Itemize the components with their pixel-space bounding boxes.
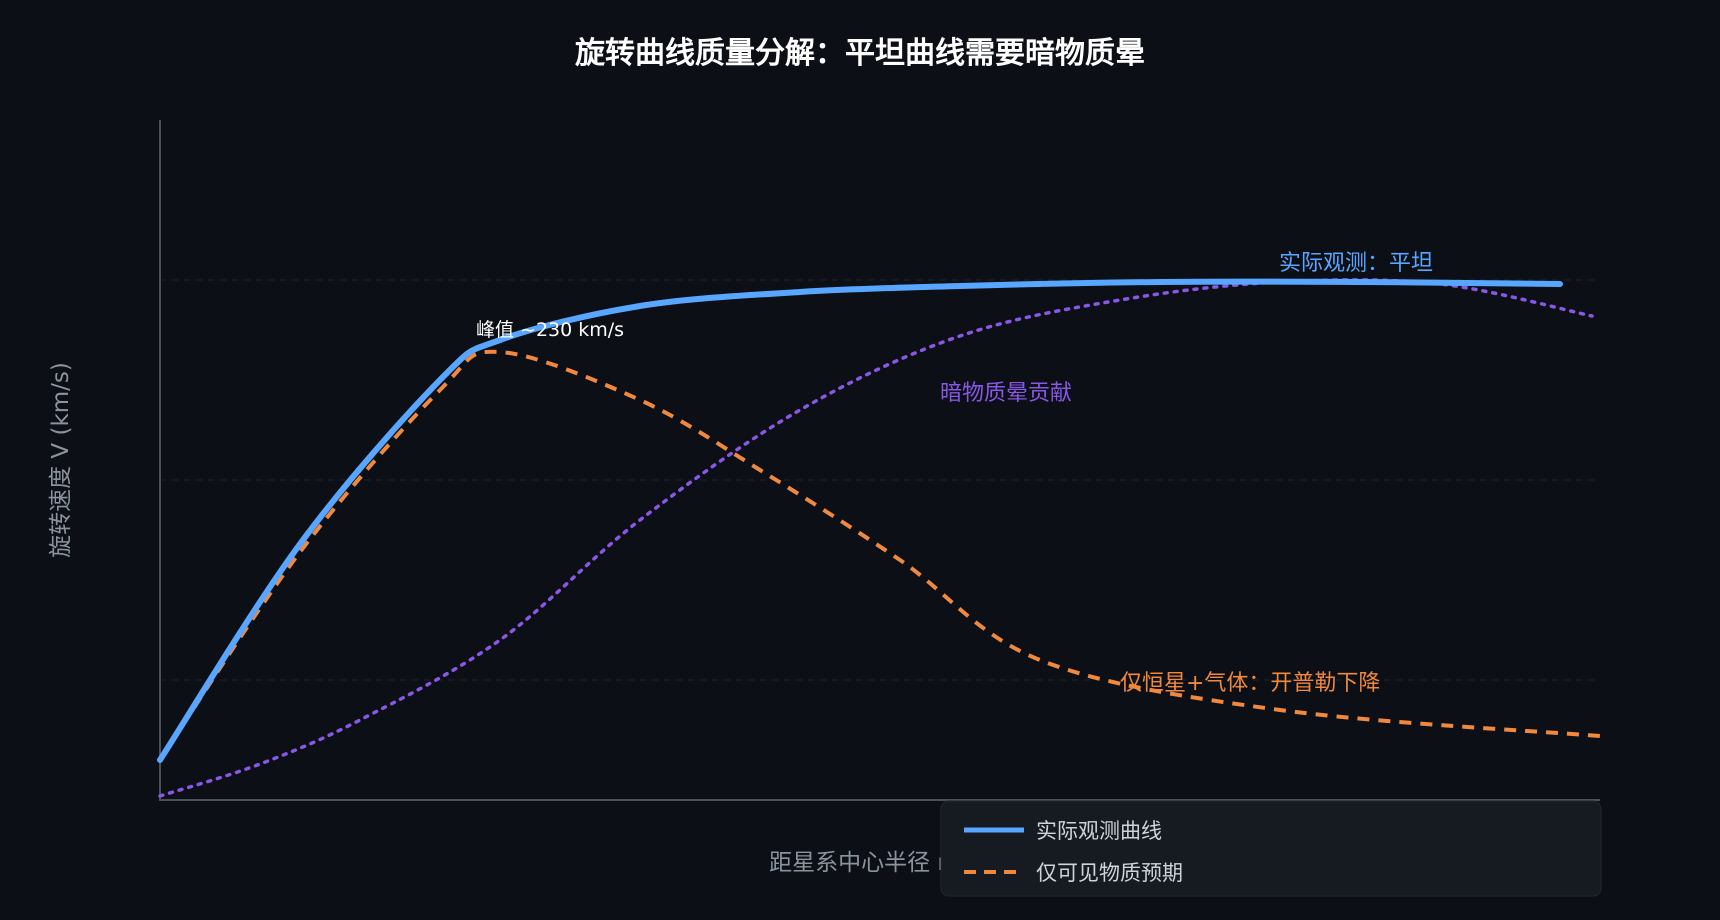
series-dark-halo-curve (158, 278, 1594, 798)
series-observed-curve (157, 278, 1563, 763)
legend: 实际观测曲线 仅可见物质预期 (940, 800, 1602, 897)
annotation-peak: 峰值 ~230 km/s (476, 319, 624, 341)
annotation-observed-flat: 实际观测：平坦 (1279, 251, 1433, 276)
chart-title: 旋转曲线质量分解：平坦曲线需要暗物质晕 (575, 36, 1145, 71)
series-lines (157, 278, 1601, 798)
annotation-kepler-decline: 仅恒星+气体：开普勒下降 (1120, 671, 1380, 696)
legend-label-visible: 仅可见物质预期 (1036, 861, 1183, 885)
legend-label-observed: 实际观测曲线 (1036, 819, 1162, 843)
y-axis-label: 旋转速度 V (km/s) (48, 362, 74, 558)
annotation-dark-halo: 暗物质晕贡献 (940, 381, 1072, 406)
legend-box (940, 800, 1602, 897)
x-axis-label: 距星系中心半径 r (769, 850, 947, 876)
